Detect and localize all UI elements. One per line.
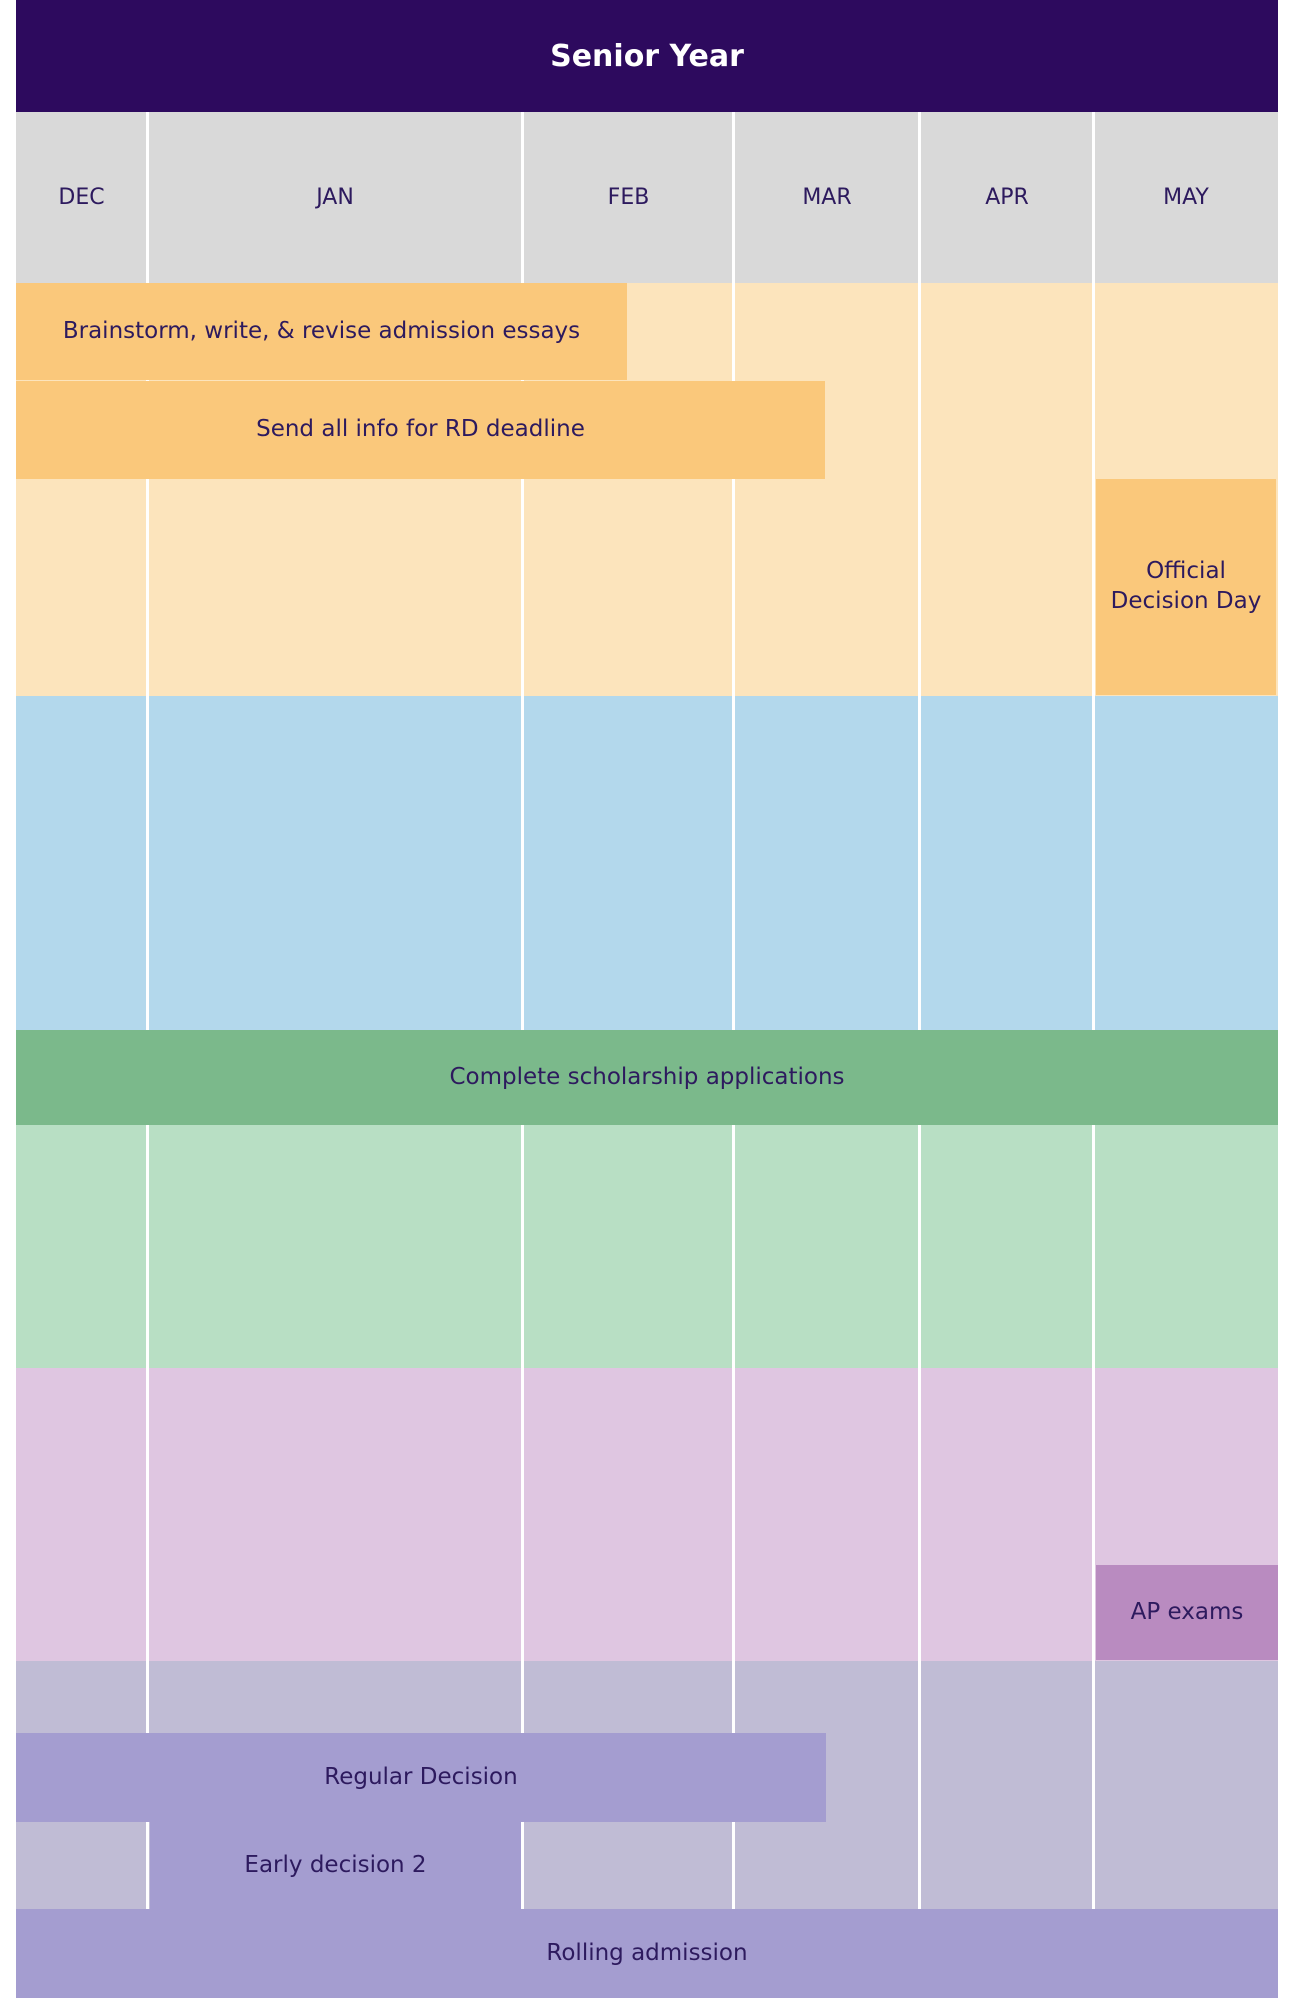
decision-day-label: Official Decision Day	[1110, 558, 1262, 614]
early-decision-2-bar: Early decision 2	[150, 1822, 521, 1909]
month-may: MAY	[1163, 185, 1209, 210]
ap-exams-label: AP exams	[1130, 1598, 1244, 1625]
regular-decision-label: Regular Decision	[324, 1763, 518, 1790]
scholarships-label: Complete scholarship applications	[449, 1063, 845, 1090]
ap-exams-bar: AP exams	[1096, 1565, 1278, 1660]
rolling-admission-bar: Rolling admission	[16, 1909, 1278, 1998]
decision-day-bar: Official Decision Day	[1096, 479, 1276, 695]
grid-line-mar	[732, 112, 735, 1909]
header: Senior Year	[16, 0, 1278, 112]
grid-line-jan	[146, 112, 149, 1909]
month-dec: DEC	[58, 185, 105, 210]
rd-info-bar: Send all info for RD deadline	[16, 381, 825, 479]
page-title: Senior Year	[550, 38, 744, 74]
month-apr: APR	[985, 185, 1029, 210]
regular-decision-bar: Regular Decision	[16, 1733, 826, 1822]
month-header-row: DEC JAN FEB MAR APR MAY	[16, 112, 1278, 283]
rd-info-label: Send all info for RD deadline	[256, 416, 585, 443]
scholarships-bar: Complete scholarship applications	[16, 1030, 1278, 1125]
grid-line-may	[1092, 112, 1095, 1909]
grid-line-feb	[521, 112, 524, 1909]
essays-label: Brainstorm, write, & revise admission es…	[62, 317, 581, 344]
rolling-admission-label: Rolling admission	[546, 1939, 748, 1966]
month-feb: FEB	[607, 185, 650, 210]
essays-bar: Brainstorm, write, & revise admission es…	[16, 283, 627, 380]
month-jan: JAN	[316, 185, 354, 210]
early-decision-2-label: Early decision 2	[244, 1851, 427, 1878]
coursework-band	[16, 1368, 1278, 1661]
grid-line-apr	[918, 112, 921, 1909]
testing-band	[16, 696, 1278, 1030]
month-mar: MAR	[802, 185, 852, 210]
